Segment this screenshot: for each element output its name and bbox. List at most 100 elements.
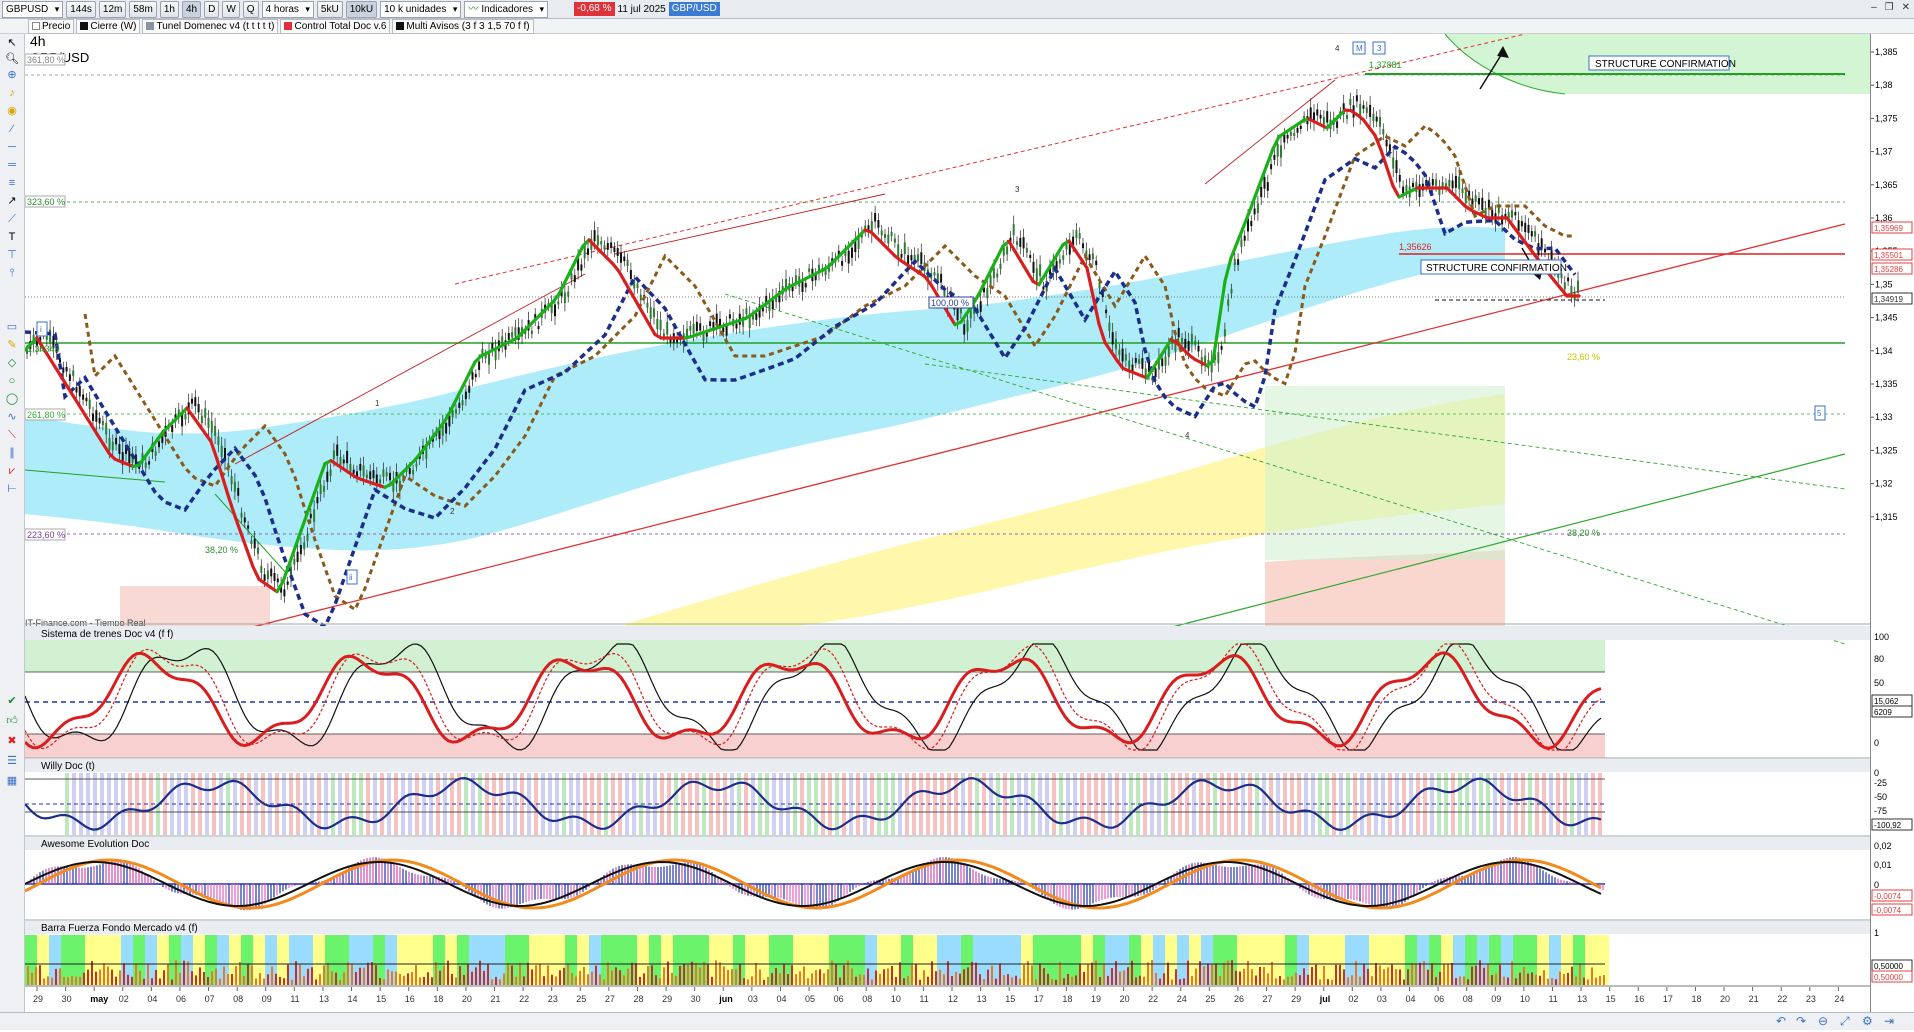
close-icon[interactable]: ✕ xyxy=(1901,2,1910,13)
price-tick: 1,32 xyxy=(1875,479,1893,489)
price-tick: 1,33 xyxy=(1875,412,1893,422)
price-tags: 1,35969 1,35501 1,35286 1,34919 xyxy=(1871,221,1913,305)
check-icon[interactable]: ✔ xyxy=(7,695,17,707)
hline-icon[interactable]: ═ xyxy=(8,159,16,171)
indicator-tab-tunel[interactable]: Tunel Domenec v4 (t t t t t) xyxy=(142,18,279,34)
axis-label: 1 xyxy=(1874,928,1879,938)
indicator-tabs-bar: Precio Cierre (W) Tunel Domenec v4 (t t … xyxy=(0,18,1914,34)
cursor-icon[interactable]: ↖ xyxy=(7,37,17,49)
ruler-icon[interactable]: ▭ xyxy=(6,321,18,333)
indicator-tab-close[interactable]: Cierre (W) xyxy=(76,18,141,34)
fib-icon[interactable]: ⊤ xyxy=(7,249,17,261)
x-tick: 02 xyxy=(119,994,129,1004)
panel-header xyxy=(25,837,1870,850)
tf-12m-button[interactable]: 12m xyxy=(98,0,127,18)
undo-icon[interactable]: ↶ xyxy=(1776,1014,1787,1028)
price-tick: 1,38 xyxy=(1875,80,1893,90)
indicators-button[interactable]: 〰 Indicadores xyxy=(464,0,549,18)
circle-icon[interactable]: ○ xyxy=(8,375,16,387)
period-select[interactable]: 4 horas xyxy=(261,0,314,18)
shape-icon[interactable]: ◇ xyxy=(7,357,17,369)
x-tick: 13 xyxy=(977,994,987,1004)
trend-icon[interactable]: ⁄ xyxy=(11,123,13,135)
ellipse-icon[interactable]: ◯ xyxy=(5,393,19,405)
indicator-tab-multi[interactable]: Multi Avisos (3 f 3 1,5 70 f f) xyxy=(392,18,534,34)
restore-icon[interactable]: ❐ xyxy=(1884,2,1894,13)
x-tick: 29 xyxy=(33,994,43,1004)
tf-144s-button[interactable]: 144s xyxy=(66,0,96,18)
ray-icon[interactable]: ⟋ xyxy=(8,213,16,225)
layers-icon[interactable]: ☰ xyxy=(7,755,17,767)
thumb-icon[interactable]: 👍︎ xyxy=(6,715,18,727)
chart-area[interactable]: 4h GRP/USD IT-Finance.com - Tiempo Real … xyxy=(23,33,1870,1029)
pitchfork-icon[interactable]: ⫯ xyxy=(9,267,15,279)
axis-label: 0 xyxy=(1874,768,1879,778)
text-icon[interactable]: T xyxy=(8,231,16,243)
cycle-icon[interactable]: ∥ xyxy=(9,447,15,459)
redo-icon[interactable]: ↷ xyxy=(1796,1014,1807,1028)
indicator-tab-price[interactable]: Precio xyxy=(28,18,75,34)
symbol-select[interactable]: GBPUSD xyxy=(2,0,64,18)
tf-d-button[interactable]: D xyxy=(204,0,220,18)
tf-w-button[interactable]: W xyxy=(222,0,240,18)
price-axis[interactable]: 1,3851,381,3751,371,3651,361,3551,351,34… xyxy=(1870,34,1914,1029)
quote-date: 11 jul 2025 xyxy=(617,3,666,15)
x-tick: 06 xyxy=(1434,994,1444,1004)
panel-header xyxy=(25,921,1870,934)
square-icon xyxy=(80,22,89,30)
grid-icon[interactable]: ▦ xyxy=(6,775,18,787)
settings-icon[interactable]: ⚙ xyxy=(1862,1014,1873,1028)
axis-label: 50 xyxy=(1874,678,1884,688)
fit-icon[interactable]: ⤢ xyxy=(1840,1014,1850,1028)
indicator-tab-control[interactable]: Control Total Doc v.6 xyxy=(280,18,391,34)
x-tick: 23 xyxy=(1806,994,1816,1004)
units-select[interactable]: 10 k unidades xyxy=(380,0,462,18)
zoom-out-icon[interactable]: ⊖ xyxy=(1818,1014,1829,1028)
pattern-icon[interactable]: ⩗ xyxy=(8,465,16,477)
delete-icon[interactable]: ✖ xyxy=(7,735,17,747)
price-tag: 1,35286 xyxy=(1874,265,1903,274)
price-tick: 1,325 xyxy=(1875,445,1898,455)
x-tick: 29 xyxy=(1291,994,1301,1004)
panel-axis-barra: 1 0,50000 0,50000 xyxy=(1871,928,1913,983)
line-icon[interactable]: ─ xyxy=(8,141,16,153)
zoom-icon[interactable]: 🔍︎ xyxy=(5,53,19,65)
alarm-icon[interactable]: ◉ xyxy=(7,105,17,117)
wave-icon[interactable]: ∿ xyxy=(7,411,17,423)
x-tick: 12 xyxy=(948,994,958,1004)
panel-barra-fuerza: Barra Fuerza Fondo Mercado v4 (f) xyxy=(25,921,1870,987)
arrow-icon[interactable]: ↗ xyxy=(7,195,17,207)
red-channel-3 xyxy=(1204,79,1336,185)
tf-4h-button[interactable]: 4h xyxy=(181,0,202,18)
panel-awesome: Awesome Evolution Doc xyxy=(24,837,1870,921)
annotation-structure-confirmation: STRUCTURE CONFIRMATION xyxy=(1595,59,1736,70)
pencil-icon[interactable]: ✎ xyxy=(7,339,17,351)
tf-1h-button[interactable]: 1h xyxy=(159,0,179,18)
fib-label: 323,60 % xyxy=(27,197,65,207)
channel-icon[interactable]: ≡ xyxy=(8,177,16,189)
tab-label: Cierre (W) xyxy=(90,20,137,32)
axis-label: 0 xyxy=(1874,880,1879,890)
units-10k-button[interactable]: 10kU xyxy=(345,0,378,18)
x-tick: 04 xyxy=(147,994,157,1004)
target-zone xyxy=(1265,386,1505,560)
tab-label: Multi Avisos (3 f 3 1,5 70 f f) xyxy=(406,20,530,32)
units-5k-button[interactable]: 5kU xyxy=(316,0,343,18)
zoom-in-icon[interactable]: ⊕ xyxy=(7,69,17,81)
panel-title: Sistema de trenes Doc v4 (f f) xyxy=(41,629,173,640)
scroll-end-icon[interactable]: ⇥ xyxy=(1884,1014,1895,1028)
minimize-icon[interactable]: – xyxy=(1871,2,1877,13)
x-tick: 06 xyxy=(834,994,844,1004)
chart-canvas[interactable]: 4h GRP/USD IT-Finance.com - Tiempo Real … xyxy=(23,33,1870,1029)
x-tick: 05 xyxy=(805,994,815,1004)
fib-label: 100,00 % xyxy=(931,298,969,308)
bell-icon[interactable]: ♪ xyxy=(9,87,15,99)
level-label: 1,35626 xyxy=(1399,242,1432,252)
measure-icon[interactable]: ⊢ xyxy=(7,483,17,495)
tf-58m-button[interactable]: 58m xyxy=(129,0,157,18)
x-tick: 16 xyxy=(405,994,415,1004)
tf-q-button[interactable]: Q xyxy=(242,0,259,18)
x-tick: jun xyxy=(718,994,733,1004)
panel-value: 0,50000 xyxy=(1874,962,1903,971)
gann-icon[interactable]: ⟍ xyxy=(8,429,16,441)
